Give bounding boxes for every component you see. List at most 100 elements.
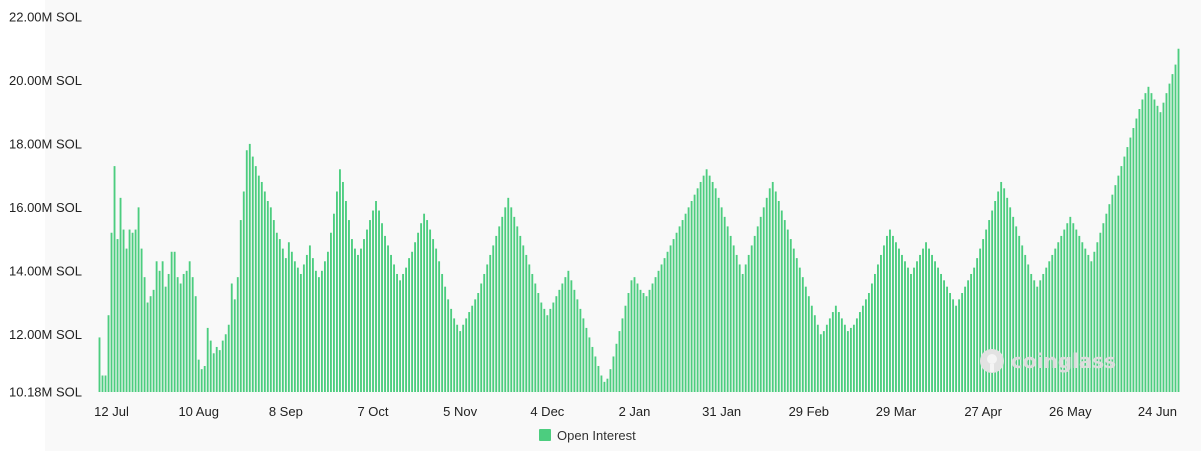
bar[interactable] xyxy=(333,213,335,392)
bar[interactable] xyxy=(558,289,561,392)
bar[interactable] xyxy=(188,261,191,392)
bar[interactable] xyxy=(723,216,726,392)
bar[interactable] xyxy=(627,293,630,392)
bar[interactable] xyxy=(320,270,323,392)
bar[interactable] xyxy=(877,264,879,392)
bar[interactable] xyxy=(940,273,942,392)
bar[interactable] xyxy=(1141,99,1144,393)
bar[interactable] xyxy=(886,235,888,392)
bar[interactable] xyxy=(1123,156,1126,392)
bar[interactable] xyxy=(170,251,173,392)
bar[interactable] xyxy=(179,283,182,393)
bar[interactable] xyxy=(432,239,435,392)
bar[interactable] xyxy=(871,283,873,393)
bar[interactable] xyxy=(861,305,864,392)
bar[interactable] xyxy=(429,229,432,392)
bar[interactable] xyxy=(961,293,964,392)
bar[interactable] xyxy=(1096,242,1099,392)
bar[interactable] xyxy=(889,229,891,392)
bar[interactable] xyxy=(543,308,546,392)
bar[interactable] xyxy=(624,305,627,392)
bar[interactable] xyxy=(801,277,804,392)
bar[interactable] xyxy=(236,277,239,392)
bar[interactable] xyxy=(747,254,750,392)
bar[interactable] xyxy=(681,220,684,392)
bar[interactable] xyxy=(1027,264,1030,392)
bar[interactable] xyxy=(438,261,441,392)
bar[interactable] xyxy=(104,375,107,393)
bar[interactable] xyxy=(1039,280,1042,392)
bar[interactable] xyxy=(834,305,837,392)
bar[interactable] xyxy=(489,254,492,392)
bar[interactable] xyxy=(1135,118,1138,393)
bar[interactable] xyxy=(311,258,314,392)
bar[interactable] xyxy=(639,289,642,392)
bar[interactable] xyxy=(140,248,143,392)
bar[interactable] xyxy=(206,327,209,392)
bar[interactable] xyxy=(952,299,955,392)
bar[interactable] xyxy=(459,331,462,392)
bar[interactable] xyxy=(194,296,197,392)
bar[interactable] xyxy=(846,331,849,392)
bar[interactable] xyxy=(582,318,585,392)
bar[interactable] xyxy=(1120,166,1123,392)
bar[interactable] xyxy=(218,350,221,392)
bar[interactable] xyxy=(858,312,861,392)
bar[interactable] xyxy=(230,283,233,393)
bar[interactable] xyxy=(167,273,170,392)
bar[interactable] xyxy=(516,226,519,392)
bar[interactable] xyxy=(116,239,119,392)
bar[interactable] xyxy=(618,331,621,392)
bar[interactable] xyxy=(864,299,867,392)
bar[interactable] xyxy=(837,312,840,392)
bar[interactable] xyxy=(693,194,696,392)
bar[interactable] xyxy=(979,248,982,392)
bar[interactable] xyxy=(1129,137,1132,392)
bar[interactable] xyxy=(1063,229,1066,392)
bar[interactable] xyxy=(233,299,236,392)
bar[interactable] xyxy=(774,191,777,392)
bar[interactable] xyxy=(1138,109,1141,392)
bar[interactable] xyxy=(1156,105,1159,392)
bar[interactable] xyxy=(107,315,110,392)
bar[interactable] xyxy=(269,207,272,392)
bar[interactable] xyxy=(375,201,377,392)
bar[interactable] xyxy=(849,327,852,392)
bar[interactable] xyxy=(164,286,167,392)
bar[interactable] xyxy=(615,343,618,392)
bar[interactable] xyxy=(708,175,711,392)
bar[interactable] xyxy=(855,318,858,392)
bar[interactable] xyxy=(314,270,317,392)
bar[interactable] xyxy=(711,181,714,392)
bar[interactable] xyxy=(498,226,501,392)
bar[interactable] xyxy=(825,324,828,392)
bar[interactable] xyxy=(603,381,606,392)
bar[interactable] xyxy=(465,318,468,392)
bar[interactable] xyxy=(759,216,762,392)
bar[interactable] xyxy=(874,273,876,392)
bar[interactable] xyxy=(675,232,678,392)
bar[interactable] xyxy=(928,248,930,392)
bar[interactable] xyxy=(955,305,958,392)
bar[interactable] xyxy=(381,223,383,392)
bar[interactable] xyxy=(1012,216,1015,392)
bar[interactable] xyxy=(549,308,552,392)
bar[interactable] xyxy=(648,289,651,392)
bar[interactable] xyxy=(883,245,885,392)
bar[interactable] xyxy=(474,299,477,392)
bar[interactable] xyxy=(423,213,426,392)
bar[interactable] xyxy=(483,273,486,392)
bar[interactable] xyxy=(807,296,810,392)
bar[interactable] xyxy=(519,235,522,392)
bar[interactable] xyxy=(251,156,254,392)
bar[interactable] xyxy=(125,248,128,392)
bar[interactable] xyxy=(299,273,302,392)
bar[interactable] xyxy=(227,324,230,392)
bar[interactable] xyxy=(904,261,906,392)
bar[interactable] xyxy=(946,286,948,392)
bar[interactable] xyxy=(867,293,870,392)
bar[interactable] xyxy=(997,191,1000,392)
bar[interactable] xyxy=(1045,267,1048,392)
bar[interactable] xyxy=(588,337,591,392)
bar[interactable] xyxy=(958,299,961,392)
